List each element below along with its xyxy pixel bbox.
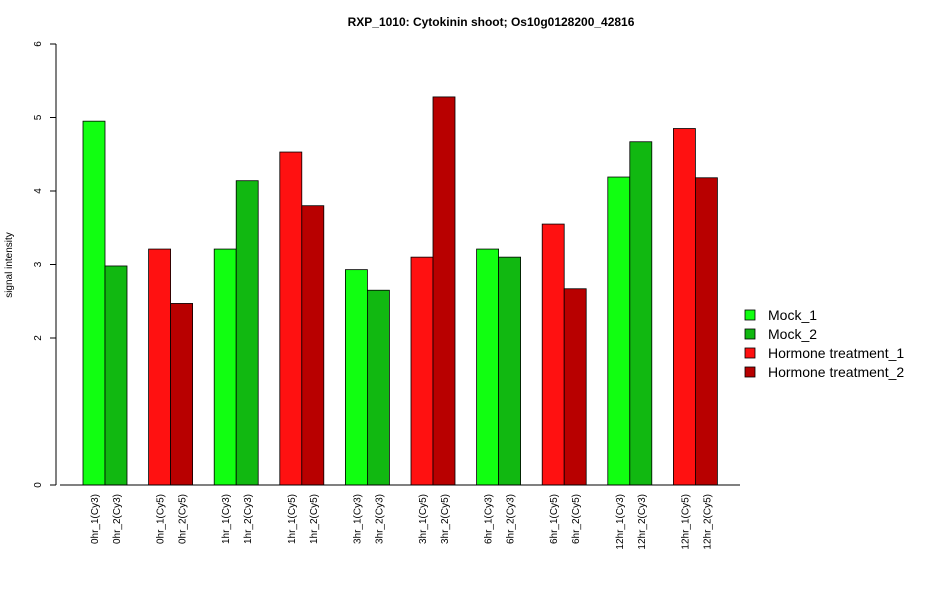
bar: [301, 205, 325, 486]
x-tick-label: 1hr_1(Cy3): [221, 494, 232, 544]
bar: [541, 223, 565, 486]
y-axis: 0 2 3 4 5 6: [33, 41, 57, 488]
bar: [432, 96, 456, 486]
bar: [213, 248, 237, 486]
legend-label: Hormone treatment_1: [768, 345, 904, 361]
bar: [170, 303, 194, 486]
x-tick-label: 0hr_1(Cy3): [90, 494, 101, 544]
legend: Mock_1 Mock_2 Hormone treatment_1 Hormone t…: [744, 307, 904, 380]
bar: [366, 289, 390, 486]
bar: [104, 265, 128, 486]
x-tick-label: 1hr_1(Cy5): [287, 494, 298, 544]
y-tick-label: 5: [33, 114, 44, 120]
x-axis: 0hr_1(Cy3) 0hr_2(Cy3) 0hr_1(Cy5) 0hr_2(Cy5)…: [60, 484, 740, 550]
x-tick-label: 1hr_2(Cy5): [309, 494, 320, 544]
x-tick-label: 12hr_1(Cy3): [615, 494, 626, 550]
x-tick-label: 12hr_1(Cy5): [680, 494, 691, 550]
bar: [498, 256, 522, 486]
legend-label: Mock_1: [768, 307, 817, 323]
x-tick-label: 0hr_2(Cy3): [112, 494, 123, 544]
x-tick-label: 1hr_2(Cy3): [243, 494, 254, 544]
x-tick-label: 12hr_2(Cy3): [637, 494, 648, 550]
x-tick-label: 3hr_1(Cy3): [352, 494, 363, 544]
legend-swatch: [744, 366, 756, 378]
legend-swatch: [744, 328, 756, 340]
y-axis-label: signal intensity: [4, 232, 15, 298]
bar: [344, 269, 368, 486]
x-tick-label: 6hr_1(Cy5): [549, 494, 560, 544]
x-tick-label: 0hr_1(Cy5): [156, 494, 167, 544]
y-tick-label: 4: [33, 188, 44, 194]
bar: [410, 256, 434, 486]
y-tick-label: 2: [33, 335, 44, 341]
legend-label: Mock_2: [768, 326, 817, 342]
bar: [476, 248, 500, 486]
bar: [607, 176, 631, 486]
bar: [673, 128, 696, 486]
bar: [695, 177, 718, 486]
x-tick-label: 12hr_2(Cy5): [702, 494, 713, 550]
bar: [279, 151, 303, 486]
bar: [629, 141, 653, 486]
plot-area: [82, 96, 718, 486]
x-tick-label: 3hr_2(Cy5): [440, 494, 451, 544]
x-tick-label: 0hr_2(Cy5): [178, 494, 189, 544]
bar: [563, 288, 587, 486]
legend-label: Hormone treatment_2: [768, 364, 904, 380]
y-tick-label: 6: [33, 41, 44, 47]
legend-swatch: [744, 309, 756, 321]
x-tick-label: 3hr_2(Cy3): [374, 494, 385, 544]
bar: [82, 120, 106, 486]
x-tick-label: 6hr_1(Cy3): [484, 494, 495, 544]
bar: [148, 248, 172, 486]
x-tick-label: 3hr_1(Cy5): [418, 494, 429, 544]
legend-swatch: [744, 347, 756, 359]
x-tick-label: 6hr_2(Cy5): [571, 494, 582, 544]
chart-title: RXP_1010: Cytokinin shoot; Os10g0128200_…: [348, 15, 635, 29]
x-tick-label: 6hr_2(Cy3): [506, 494, 517, 544]
y-tick-label: 3: [33, 261, 44, 267]
y-tick-label: 0: [33, 482, 44, 488]
bar: [235, 180, 259, 486]
